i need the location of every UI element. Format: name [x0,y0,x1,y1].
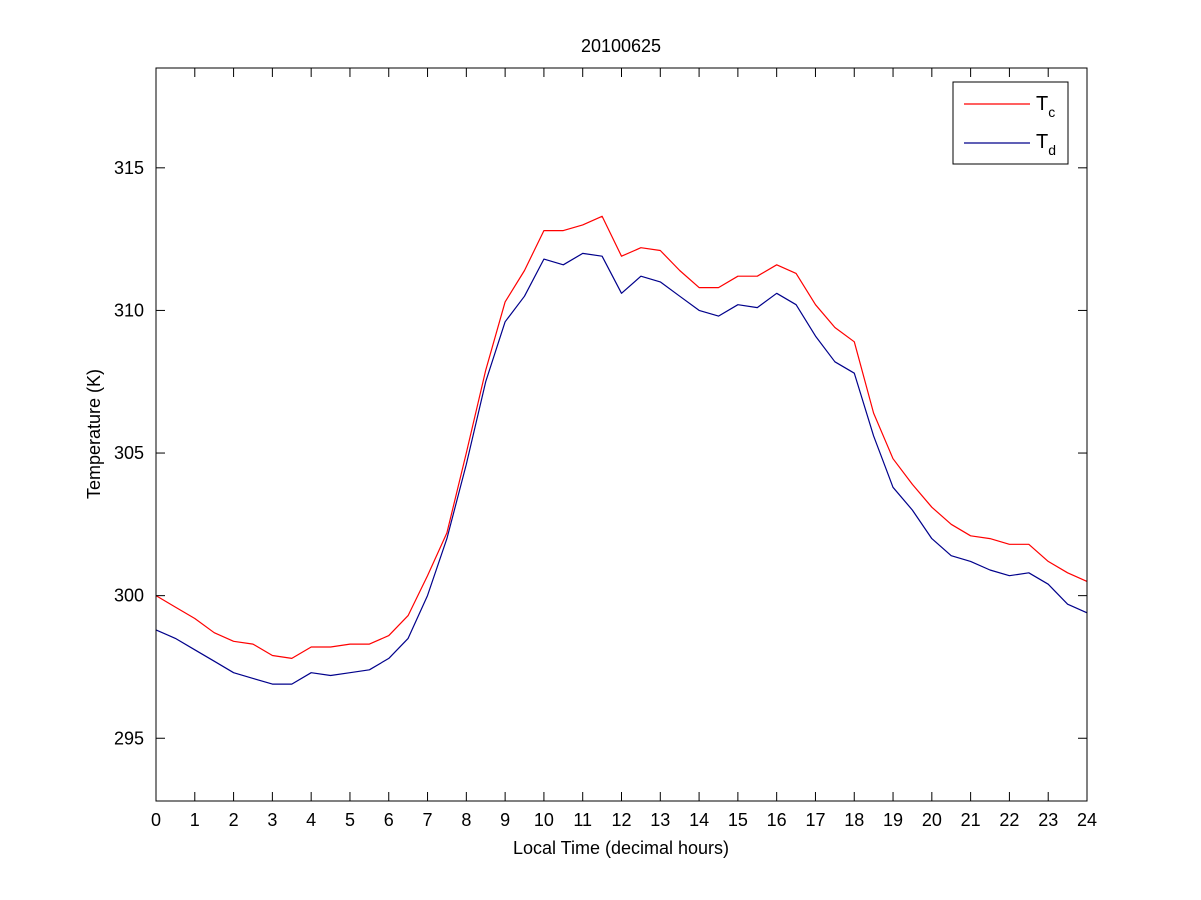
x-tick-label: 10 [534,810,554,830]
x-tick-label: 2 [229,810,239,830]
x-tick-label: 22 [999,810,1019,830]
y-tick-label: 295 [114,728,144,748]
y-tick-label: 300 [114,586,144,606]
y-tick-label: 305 [114,443,144,463]
y-tick-label: 310 [114,300,144,320]
x-tick-label: 6 [384,810,394,830]
x-tick-label: 0 [151,810,161,830]
x-tick-label: 16 [767,810,787,830]
x-tick-label: 21 [961,810,981,830]
legend-label-tc-sub: c [1048,104,1055,120]
legend-box [952,81,1069,165]
x-tick-label: 11 [573,810,592,830]
x-tick-label: 8 [461,810,471,830]
x-tick-label: 14 [689,810,709,830]
x-tick-label: 23 [1038,810,1058,830]
x-tick-label: 24 [1077,810,1097,830]
x-tick-label: 5 [345,810,355,830]
series-line-d [155,252,1088,685]
x-tick-label: 19 [883,810,903,830]
ticks-layer: 0 1 2 3 4 5 6 7 8 9 10 11 12 13 14 15 16 17 18 19 20 21 22 23 24… [114,68,1097,830]
legend-label-td-sub: d [1048,142,1056,158]
x-tick-label: 13 [650,810,670,830]
legend-label-tc: Tc [1036,93,1055,120]
series-line-c [155,215,1088,660]
legend: Tc Td [952,81,1069,165]
x-tick-label: 9 [500,810,510,830]
x-tick-label: 12 [611,810,631,830]
x-tick-label: 18 [844,810,864,830]
chart-title: 20100625 [581,36,661,56]
legend-label-td: Td [1036,131,1056,158]
x-tick-label: 4 [306,810,316,830]
x-tick-label: 1 [190,810,200,830]
series-layer [155,215,1088,685]
x-tick-label: 17 [805,810,825,830]
legend-label-tc-main: T [1036,93,1048,115]
y-axis-title: Temperature (K) [84,369,104,499]
x-tick-label: 20 [922,810,942,830]
x-tick-label: 7 [423,810,433,830]
x-tick-label: 3 [267,810,277,830]
y-tick-label: 315 [114,158,144,178]
x-tick-label: 15 [728,810,748,830]
x-axis-title: Local Time (decimal hours) [513,838,729,858]
legend-label-td-main: T [1036,131,1048,153]
